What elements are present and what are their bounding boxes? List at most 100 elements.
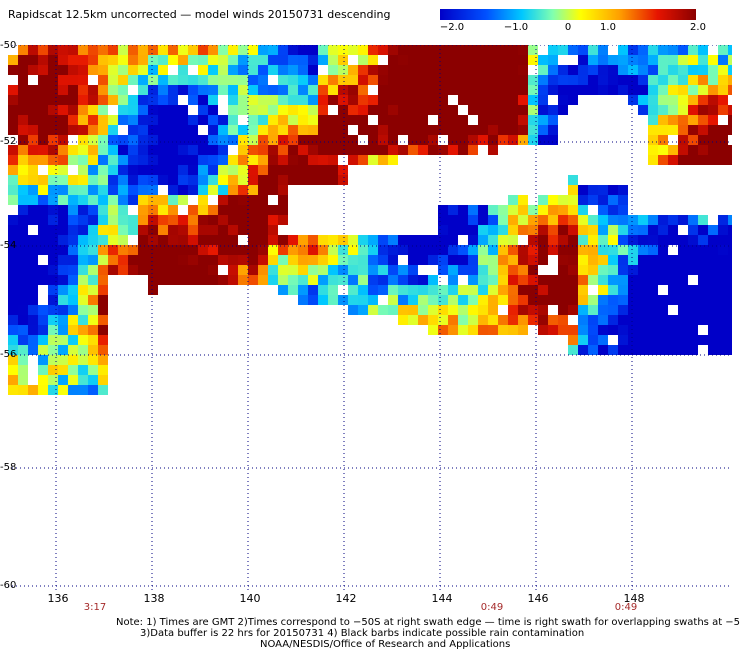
data-cell xyxy=(8,375,18,385)
data-cell xyxy=(478,115,488,125)
data-cell xyxy=(408,235,418,245)
data-cell xyxy=(278,115,288,125)
data-cell xyxy=(258,275,268,285)
data-cell xyxy=(598,185,608,195)
data-cell xyxy=(88,175,98,185)
data-cell xyxy=(128,55,138,65)
data-cell xyxy=(448,265,458,275)
data-cell xyxy=(658,45,668,55)
data-cell xyxy=(388,235,398,245)
data-cell xyxy=(628,255,638,265)
data-cell xyxy=(268,45,278,55)
x-tick-136: 136 xyxy=(47,592,69,605)
data-cell xyxy=(178,195,188,205)
data-cell xyxy=(698,245,708,255)
data-cell xyxy=(138,65,148,75)
data-cell xyxy=(158,215,168,225)
data-cell xyxy=(558,85,568,95)
data-cell xyxy=(678,125,688,135)
data-cell xyxy=(18,155,28,165)
data-cell xyxy=(468,315,478,325)
data-cell xyxy=(18,65,28,75)
data-cell xyxy=(678,115,688,125)
data-cell xyxy=(508,95,518,105)
data-cell xyxy=(358,85,368,95)
data-cell xyxy=(188,55,198,65)
data-cell xyxy=(158,45,168,55)
data-cell xyxy=(78,95,88,105)
data-cell xyxy=(628,345,638,355)
data-cell xyxy=(648,65,658,75)
data-cell xyxy=(68,45,78,55)
data-cell xyxy=(318,95,328,105)
data-cell xyxy=(18,285,28,295)
data-cell xyxy=(618,65,628,75)
data-cell xyxy=(138,105,148,115)
data-cell xyxy=(298,165,308,175)
data-cell xyxy=(488,205,498,215)
data-cell xyxy=(78,305,88,315)
data-cell xyxy=(8,345,18,355)
data-cell xyxy=(28,345,38,355)
data-cell xyxy=(218,175,228,185)
data-cell xyxy=(308,135,318,145)
data-cell xyxy=(148,215,158,225)
data-cell xyxy=(438,285,448,295)
data-cell xyxy=(218,215,228,225)
data-cell xyxy=(38,265,48,275)
data-cell xyxy=(608,285,618,295)
data-cell xyxy=(438,245,448,255)
data-cell xyxy=(208,275,218,285)
data-cell xyxy=(698,235,708,245)
data-cell xyxy=(358,115,368,125)
data-cell xyxy=(418,135,428,145)
data-cell xyxy=(18,225,28,235)
data-cell xyxy=(308,85,318,95)
data-cell xyxy=(398,95,408,105)
data-cell xyxy=(448,245,458,255)
data-cell xyxy=(368,135,378,145)
data-cell xyxy=(678,255,688,265)
data-cell xyxy=(598,235,608,245)
data-cell xyxy=(378,245,388,255)
data-cell xyxy=(598,275,608,285)
data-cell xyxy=(448,275,458,285)
data-cell xyxy=(678,235,688,245)
data-cell xyxy=(448,45,458,55)
data-cell xyxy=(18,315,28,325)
data-cell xyxy=(328,135,338,145)
data-cell xyxy=(428,85,438,95)
data-cell xyxy=(638,335,648,345)
data-cell xyxy=(378,45,388,55)
data-cell xyxy=(618,195,628,205)
data-cell xyxy=(718,335,728,345)
data-cell xyxy=(318,75,328,85)
data-cell xyxy=(518,55,528,65)
data-cell xyxy=(398,145,408,155)
data-cell xyxy=(278,155,288,165)
data-cell xyxy=(288,145,298,155)
data-cell xyxy=(188,85,198,95)
data-cell xyxy=(58,195,68,205)
data-cell xyxy=(268,105,278,115)
data-cell xyxy=(88,195,98,205)
data-cell xyxy=(638,55,648,65)
data-cell xyxy=(398,295,408,305)
data-cell xyxy=(148,105,158,115)
data-cell xyxy=(588,195,598,205)
data-cell xyxy=(78,165,88,175)
data-cell xyxy=(58,295,68,305)
data-cell xyxy=(88,355,98,365)
data-cell xyxy=(178,105,188,115)
data-cell xyxy=(528,275,538,285)
data-cell xyxy=(608,65,618,75)
data-cell xyxy=(408,105,418,115)
data-cell xyxy=(158,55,168,65)
data-cell xyxy=(538,275,548,285)
data-cell xyxy=(498,205,508,215)
data-cell xyxy=(458,95,468,105)
data-cell xyxy=(38,175,48,185)
data-cell xyxy=(518,295,528,305)
data-cell xyxy=(478,285,488,295)
data-cell xyxy=(188,155,198,165)
